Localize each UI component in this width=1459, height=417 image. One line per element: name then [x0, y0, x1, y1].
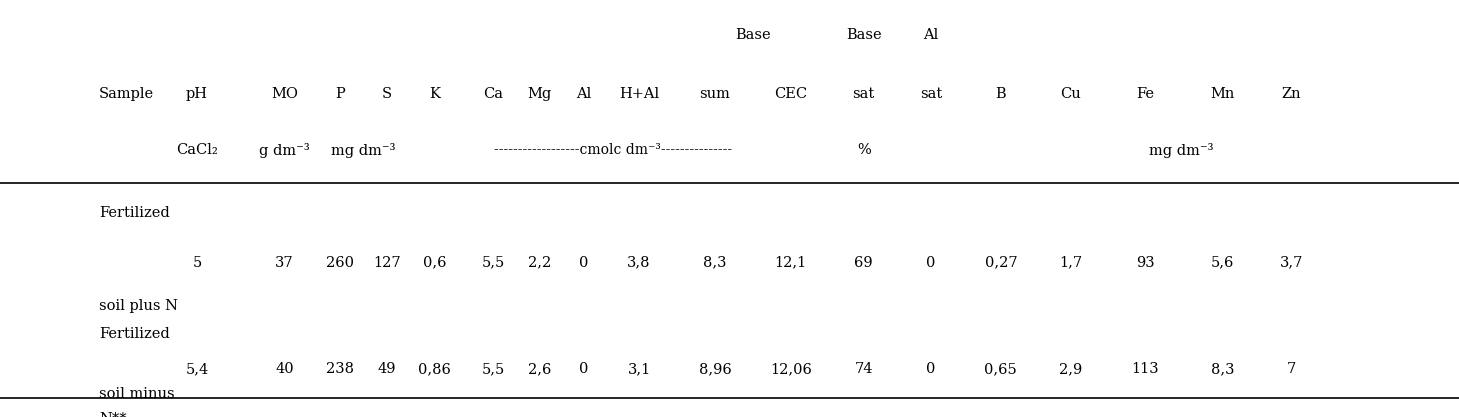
- Text: sum: sum: [699, 87, 731, 101]
- Text: Mg: Mg: [528, 87, 552, 101]
- Text: Zn: Zn: [1281, 87, 1301, 101]
- Text: Base: Base: [846, 28, 881, 43]
- Text: %: %: [856, 143, 871, 157]
- Text: sat: sat: [919, 87, 943, 101]
- Text: Fertilized: Fertilized: [99, 327, 169, 341]
- Text: N**: N**: [99, 412, 127, 417]
- Text: H+Al: H+Al: [619, 87, 659, 101]
- Text: soil plus N: soil plus N: [99, 299, 178, 314]
- Text: 0: 0: [926, 362, 935, 376]
- Text: 0,27: 0,27: [985, 256, 1017, 270]
- Text: 5,4: 5,4: [185, 362, 209, 376]
- Text: 1,7: 1,7: [1059, 256, 1083, 270]
- Text: Sample: Sample: [99, 87, 155, 101]
- Text: 113: 113: [1132, 362, 1158, 376]
- Text: 238: 238: [325, 362, 355, 376]
- Text: P: P: [336, 87, 344, 101]
- Text: 7: 7: [1287, 362, 1296, 376]
- Text: 127: 127: [374, 256, 400, 270]
- Text: 0,6: 0,6: [423, 256, 446, 270]
- Text: 3,8: 3,8: [627, 256, 651, 270]
- Text: 0,86: 0,86: [419, 362, 451, 376]
- Text: sat: sat: [852, 87, 875, 101]
- Text: 0: 0: [579, 256, 588, 270]
- Text: 260: 260: [325, 256, 355, 270]
- Text: pH: pH: [185, 87, 209, 101]
- Text: 2,6: 2,6: [528, 362, 552, 376]
- Text: 49: 49: [378, 362, 395, 376]
- Text: Cu: Cu: [1061, 87, 1081, 101]
- Text: 8,96: 8,96: [699, 362, 731, 376]
- Text: 0,65: 0,65: [985, 362, 1017, 376]
- Text: 12,06: 12,06: [770, 362, 811, 376]
- Text: 5: 5: [193, 256, 201, 270]
- Text: g dm⁻³: g dm⁻³: [260, 143, 309, 158]
- Text: mg dm⁻³: mg dm⁻³: [1148, 143, 1214, 158]
- Text: Fe: Fe: [1137, 87, 1154, 101]
- Text: 8,3: 8,3: [703, 256, 727, 270]
- Text: K: K: [429, 87, 441, 101]
- Text: 8,3: 8,3: [1211, 362, 1234, 376]
- Text: Al: Al: [576, 87, 591, 101]
- Text: mg dm⁻³: mg dm⁻³: [331, 143, 395, 158]
- Text: 40: 40: [276, 362, 293, 376]
- Text: CaCl₂: CaCl₂: [177, 143, 217, 157]
- Text: Al: Al: [924, 28, 938, 43]
- Text: 5,5: 5,5: [481, 256, 505, 270]
- Text: 93: 93: [1137, 256, 1154, 270]
- Text: 2,9: 2,9: [1059, 362, 1083, 376]
- Text: Fertilized: Fertilized: [99, 206, 169, 220]
- Text: CEC: CEC: [775, 87, 807, 101]
- Text: 37: 37: [276, 256, 293, 270]
- Text: 2,2: 2,2: [528, 256, 552, 270]
- Text: Ca: Ca: [483, 87, 503, 101]
- Text: 5,6: 5,6: [1211, 256, 1234, 270]
- Text: 69: 69: [855, 256, 872, 270]
- Text: 0: 0: [926, 256, 935, 270]
- Text: 3,1: 3,1: [627, 362, 651, 376]
- Text: S: S: [382, 87, 391, 101]
- Text: Mn: Mn: [1211, 87, 1234, 101]
- Text: soil minus: soil minus: [99, 387, 175, 401]
- Text: MO: MO: [271, 87, 298, 101]
- Text: Base: Base: [735, 28, 770, 43]
- Text: 5,5: 5,5: [481, 362, 505, 376]
- Text: 74: 74: [855, 362, 872, 376]
- Text: 12,1: 12,1: [775, 256, 807, 270]
- Text: 3,7: 3,7: [1280, 256, 1303, 270]
- Text: B: B: [995, 87, 1007, 101]
- Text: ------------------cmolc dm⁻³---------------: ------------------cmolc dm⁻³------------…: [493, 143, 732, 157]
- Text: 0: 0: [579, 362, 588, 376]
